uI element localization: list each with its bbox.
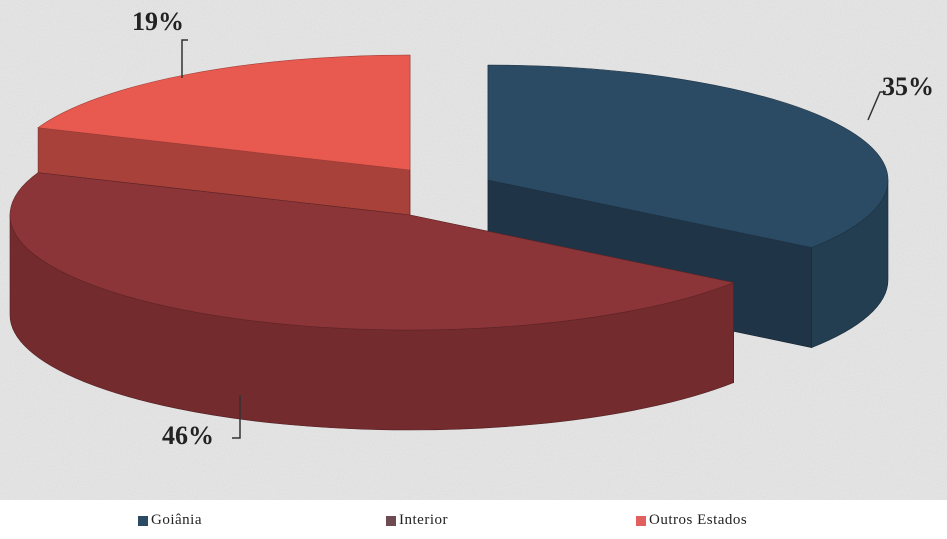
slice-top [487,64,889,248]
legend-swatch-goiania [138,515,148,526]
leader-line-goiania [867,91,886,121]
data-label-interior: 46% [162,421,214,450]
data-label-goiania: 35% [882,72,934,101]
data-label-outros-estados: 19% [132,7,184,36]
legend-swatch-outros-estados [636,515,646,526]
slice-top [37,54,411,171]
legend-swatch-interior [386,515,396,526]
leader-line-outros-estados [181,39,188,78]
chart-legend: Goiânia Interior Outros Estados [0,508,947,536]
legend-label-goiania: Goiânia [151,512,202,528]
legend-item-outros-estados: Outros Estados [636,512,747,529]
legend-label-interior: Interior [399,512,448,528]
legend-item-interior: Interior [386,512,448,529]
legend-item-goiania: Goiânia [138,512,202,529]
chart-background: 35% 46% 19% [0,0,947,500]
pie-slice-interior [9,172,735,431]
slice-top [9,172,735,331]
legend-label-outros-estados: Outros Estados [649,512,748,528]
pie-chart: 35% 46% 19% [0,0,947,500]
leader-line-interior [232,395,241,439]
